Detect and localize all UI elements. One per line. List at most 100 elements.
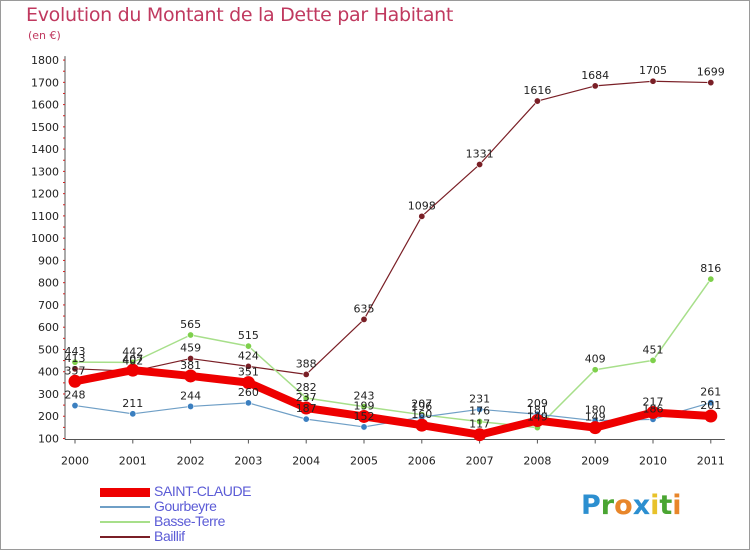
logo-letter: t [659, 490, 673, 521]
data-label-baillif: 1331 [466, 147, 494, 160]
x-tick-label: 2008 [523, 455, 551, 468]
data-label-baillif: 388 [296, 357, 317, 370]
x-tick-label: 2006 [408, 455, 436, 468]
data-label-saint-claude: 160 [411, 408, 432, 421]
chart-title: Evolution du Montant de la Dette par Hab… [26, 4, 454, 26]
data-point-basse-terre [187, 331, 195, 339]
data-point-gourbeyre [707, 399, 715, 407]
data-label-gourbeyre: 211 [122, 397, 143, 410]
data-label-baillif: 459 [180, 342, 201, 355]
data-point-baillif [244, 362, 252, 370]
data-point-baillif [360, 315, 368, 323]
data-label-basse-terre: 816 [700, 262, 721, 275]
data-point-basse-terre [244, 342, 252, 350]
data-label-basse-terre: 282 [296, 381, 317, 394]
legend-label: SAINT-CLAUDE [154, 483, 252, 499]
data-point-saint-claude [415, 418, 429, 432]
data-label-gourbeyre: 231 [469, 392, 490, 405]
data-point-saint-claude [68, 374, 82, 388]
data-label-basse-terre: 207 [411, 398, 432, 411]
x-tick-label: 2005 [350, 455, 378, 468]
legend-swatch [100, 487, 150, 497]
data-label-saint-claude: 217 [643, 395, 664, 408]
y-tick-label: 1300 [31, 165, 59, 178]
data-point-saint-claude [646, 405, 660, 419]
logo-letter: P [581, 490, 601, 521]
y-tick-label: 1100 [31, 210, 59, 223]
data-label-saint-claude: 407 [122, 353, 143, 366]
data-point-basse-terre [476, 418, 484, 426]
data-point-saint-claude [704, 409, 718, 423]
y-tick-label: 800 [38, 277, 59, 290]
y-tick-label: 1000 [31, 232, 59, 245]
legend-label: Baillif [154, 528, 185, 544]
y-tick-label: 300 [38, 388, 59, 401]
y-tick-label: 700 [38, 299, 59, 312]
legend-swatch [100, 521, 150, 523]
data-point-basse-terre [591, 366, 599, 374]
data-point-basse-terre [649, 356, 657, 364]
x-tick-label: 2007 [466, 455, 494, 468]
data-point-baillif [476, 160, 484, 168]
data-point-basse-terre [302, 394, 310, 402]
logo-letter: x [632, 490, 651, 521]
data-point-basse-terre [707, 275, 715, 283]
x-tick-label: 2010 [639, 455, 667, 468]
data-label-gourbeyre: 248 [65, 389, 86, 402]
data-label-basse-terre: 515 [238, 329, 259, 342]
data-point-gourbeyre [244, 399, 252, 407]
data-label-baillif: 1705 [639, 64, 667, 77]
x-tick-label: 2001 [119, 455, 147, 468]
data-label-saint-claude: 149 [585, 411, 606, 424]
y-tick-label: 500 [38, 343, 59, 356]
data-point-baillif [707, 79, 715, 87]
data-label-basse-terre: 565 [180, 318, 201, 331]
data-point-saint-claude [588, 421, 602, 435]
y-tick-label: 1600 [31, 99, 59, 112]
data-label-gourbeyre: 186 [643, 402, 664, 415]
y-tick-label: 1500 [31, 121, 59, 134]
data-label-gourbeyre: 180 [585, 404, 606, 417]
y-tick-label: 900 [38, 254, 59, 267]
data-label-basse-terre: 176 [469, 405, 490, 418]
y-tick-label: 1800 [31, 54, 59, 67]
data-point-saint-claude [241, 376, 255, 390]
data-point-gourbeyre [187, 402, 195, 410]
data-point-baillif [591, 82, 599, 90]
legend-label: Gourbeyre [154, 498, 217, 514]
data-label-saint-claude: 199 [354, 399, 375, 412]
data-label-saint-claude: 351 [238, 366, 259, 379]
data-point-gourbeyre [476, 405, 484, 413]
data-label-basse-terre: 149 [527, 411, 548, 424]
data-label-saint-claude: 201 [700, 399, 721, 412]
data-label-baillif: 402 [122, 354, 143, 367]
data-point-gourbeyre [71, 402, 79, 410]
data-point-saint-claude [299, 401, 313, 415]
data-label-gourbeyre: 152 [354, 410, 375, 423]
y-tick-label: 1200 [31, 188, 59, 201]
data-point-saint-claude [473, 428, 487, 442]
series-line-saint-claude [71, 366, 715, 439]
data-label-basse-terre: 443 [65, 345, 86, 358]
legend-swatch [100, 506, 150, 508]
data-point-baillif [418, 212, 426, 220]
series-line-basse-terre [74, 278, 712, 429]
x-tick-label: 2002 [177, 455, 205, 468]
data-point-gourbeyre [360, 423, 368, 431]
y-tick-label: 1700 [31, 76, 59, 89]
data-label-baillif: 424 [238, 349, 259, 362]
y-tick-label: 200 [38, 410, 59, 423]
series-line-baillif [74, 80, 712, 375]
data-label-basse-terre: 451 [643, 343, 664, 356]
x-tick-label: 2009 [581, 455, 609, 468]
data-point-baillif [187, 355, 195, 363]
logo-letter: r [600, 490, 615, 521]
data-point-baillif [649, 77, 657, 85]
x-tick-label: 2000 [61, 455, 89, 468]
data-label-saint-claude: 381 [180, 359, 201, 372]
data-point-saint-claude [126, 363, 140, 377]
y-tick-label: 100 [38, 433, 59, 446]
data-point-baillif [533, 97, 541, 105]
data-point-saint-claude [184, 369, 198, 383]
